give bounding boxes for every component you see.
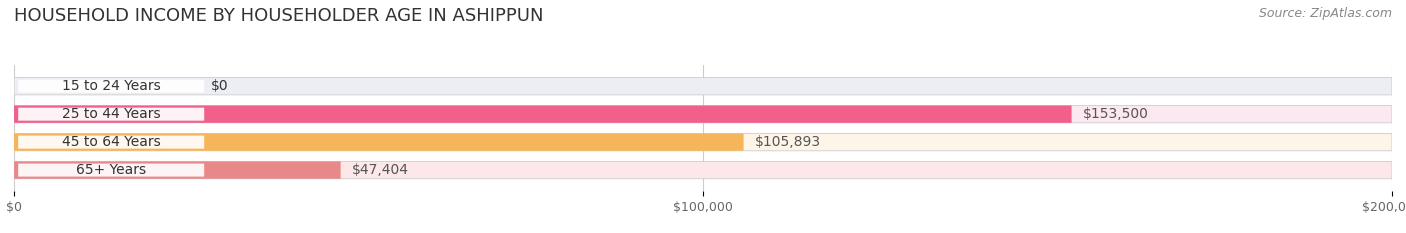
Text: 15 to 24 Years: 15 to 24 Years [62, 79, 160, 93]
FancyBboxPatch shape [14, 134, 1392, 151]
FancyBboxPatch shape [14, 134, 744, 151]
FancyBboxPatch shape [14, 161, 340, 179]
FancyBboxPatch shape [14, 106, 1392, 123]
FancyBboxPatch shape [14, 78, 1392, 95]
Text: 45 to 64 Years: 45 to 64 Years [62, 135, 160, 149]
Text: 65+ Years: 65+ Years [76, 163, 146, 177]
Text: HOUSEHOLD INCOME BY HOUSEHOLDER AGE IN ASHIPPUN: HOUSEHOLD INCOME BY HOUSEHOLDER AGE IN A… [14, 7, 544, 25]
Text: 25 to 44 Years: 25 to 44 Years [62, 107, 160, 121]
FancyBboxPatch shape [18, 164, 204, 177]
FancyBboxPatch shape [18, 80, 204, 93]
FancyBboxPatch shape [14, 161, 1392, 179]
Text: $153,500: $153,500 [1083, 107, 1149, 121]
Text: $47,404: $47,404 [352, 163, 409, 177]
FancyBboxPatch shape [18, 136, 204, 149]
Text: $105,893: $105,893 [755, 135, 821, 149]
Text: $0: $0 [211, 79, 229, 93]
FancyBboxPatch shape [18, 108, 204, 121]
Text: Source: ZipAtlas.com: Source: ZipAtlas.com [1258, 7, 1392, 20]
FancyBboxPatch shape [14, 106, 1071, 123]
